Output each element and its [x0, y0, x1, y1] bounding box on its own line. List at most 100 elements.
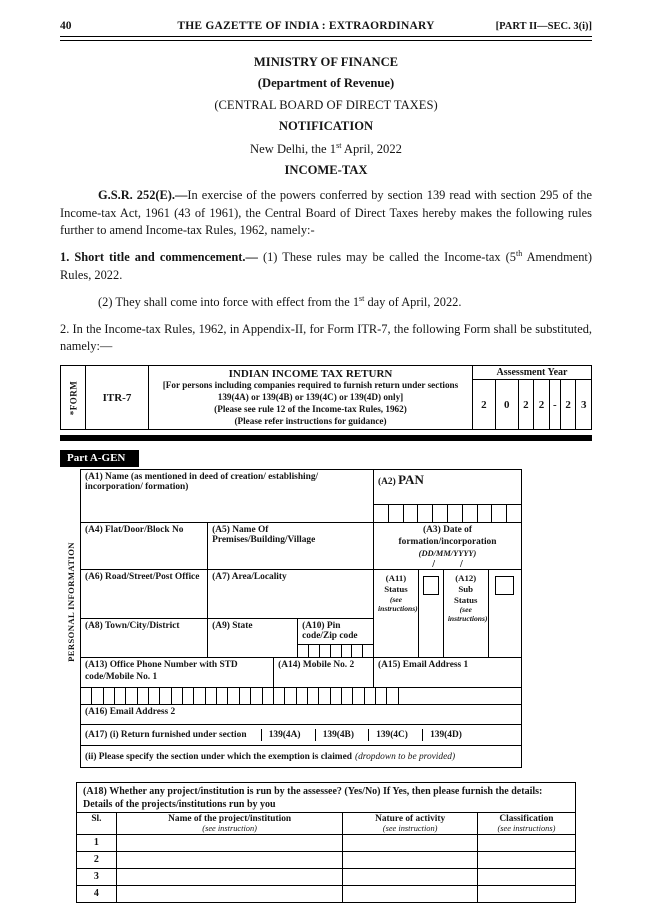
character-box	[251, 688, 263, 705]
a11-instructions-note: (see instructions)	[378, 594, 418, 613]
table-row: 2	[77, 852, 575, 870]
empty-cell	[343, 869, 478, 886]
character-box	[463, 505, 478, 523]
character-box	[352, 645, 364, 658]
option-separator	[367, 729, 370, 742]
substatus-checkbox	[495, 576, 515, 596]
field-a17-return-section: (A17) (i) Return furnished under section…	[81, 725, 521, 747]
part-a-gen-label: Part A-GEN	[60, 450, 140, 468]
character-box	[342, 645, 353, 658]
empty-cell	[478, 835, 575, 851]
form-vertical-label: *FORM	[68, 380, 78, 416]
character-box	[115, 688, 127, 705]
character-box	[297, 688, 308, 705]
rule2-paragraph: 2. In the Income-tax Rules, 1962, in App…	[60, 321, 592, 354]
column-classification: Classification (see instructions)	[497, 814, 556, 834]
header-double-rule	[60, 36, 592, 41]
part-section-ref: [PART II—SEC. 3(i)]	[495, 21, 592, 32]
character-box	[433, 505, 449, 523]
character-box	[104, 688, 116, 705]
field-a13-phone: (A13) Office Phone Number with STD code/…	[81, 658, 275, 688]
empty-cell	[343, 835, 478, 852]
column-nature-activity: Nature of activity (see instruction)	[343, 813, 478, 835]
field-a10-pincode: (A10) Pin code/Zip code	[298, 619, 375, 658]
character-box	[274, 688, 286, 705]
character-box	[374, 505, 389, 523]
empty-cell	[117, 852, 344, 869]
character-box	[206, 688, 218, 705]
field-a7-area: (A7) Area/Locality	[208, 570, 375, 619]
option-139-4c: 139(4C)	[376, 730, 408, 741]
pin-code-boxes	[298, 644, 374, 658]
a12-instructions-note: (see instructions)	[447, 605, 488, 624]
character-box	[228, 688, 240, 705]
a18-projects-table: (A18) Whether any project/institution is…	[76, 782, 576, 904]
rule1-paragraph: 1. Short title and commencement.— (1) Th…	[60, 249, 592, 282]
character-box	[478, 505, 493, 523]
character-box	[492, 505, 508, 523]
character-box	[298, 645, 309, 658]
row-number: 1	[77, 835, 117, 852]
empty-cell	[478, 852, 575, 868]
option-139-4a: 139(4A)	[268, 730, 301, 741]
ay-digit: 0	[496, 380, 519, 430]
field-a17-ii-exemption: (ii) Please specify the section under wh…	[85, 751, 456, 762]
notification-heading: NOTIFICATION	[278, 119, 374, 134]
page-number: 40	[60, 20, 72, 32]
date-format-hint: (DD/MM/YYYY)	[418, 548, 477, 558]
character-box	[138, 688, 150, 705]
board-heading: (CENTRAL BOARD OF DIRECT TAXES)	[214, 97, 438, 112]
row-number: 2	[77, 852, 117, 869]
field-a16-email2: (A16) Email Address 2	[85, 707, 176, 718]
form-header-table: *FORM ITR-7 INDIAN INCOME TAX RETURN [Fo…	[60, 365, 592, 431]
form-title: INDIAN INCOME TAX RETURN	[228, 368, 393, 381]
field-a4-flat: (A4) Flat/Door/Block No	[81, 523, 209, 570]
character-box	[160, 688, 172, 705]
table-row: 4	[77, 886, 575, 903]
character-box	[149, 688, 161, 705]
character-box	[309, 645, 320, 658]
character-box	[376, 688, 388, 705]
section-divider-bar	[60, 435, 592, 442]
field-a11-status: (A11) Status (see instructions)	[374, 570, 419, 658]
character-box	[342, 688, 354, 705]
character-box	[331, 645, 342, 658]
character-box	[363, 645, 373, 657]
character-box	[263, 688, 274, 705]
option-139-4b: 139(4B)	[322, 730, 354, 741]
row-number: 3	[77, 869, 117, 886]
column-project-name: Name of the project/institution (see inst…	[117, 813, 344, 835]
field-a15-email1: (A15) Email Address 1	[378, 660, 469, 671]
personal-information-side-label: PERSONAL INFORMATION	[66, 542, 76, 663]
character-box	[126, 688, 138, 705]
option-139-4d: 139(4D)	[430, 730, 462, 741]
character-box	[365, 688, 376, 705]
option-separator	[421, 729, 424, 742]
a18-heading: (A18) Whether any project/institution is…	[77, 783, 575, 812]
ay-digit: 2	[473, 380, 496, 430]
field-a8-town: (A8) Town/City/District	[81, 619, 209, 658]
character-box	[448, 505, 463, 523]
option-separator	[314, 729, 316, 742]
date-slashes: / /	[432, 559, 463, 571]
assessment-year-label: Assessment Year	[473, 366, 591, 381]
character-box	[404, 505, 419, 523]
a18-subheading: Details of the projects/institutions run…	[83, 799, 276, 811]
character-box	[217, 688, 229, 705]
field-a12-substatus: (A12) Sub Status (see instructions)	[444, 570, 489, 658]
character-box	[389, 505, 404, 523]
option-separator	[260, 729, 262, 742]
empty-cell	[343, 886, 478, 903]
form-subtitle: [For persons including companies require…	[162, 380, 459, 403]
character-box	[320, 645, 331, 658]
form-rule-ref: (Please see rule 12 of the Income-tax Ru…	[214, 403, 407, 414]
column-sl: Sl.	[77, 813, 117, 835]
dateline: New Delhi, the 1st April, 2022	[250, 140, 402, 156]
ministry-heading: MINISTRY OF FINANCE	[253, 54, 399, 69]
a11-status-box-cell	[419, 570, 444, 658]
empty-cell	[117, 886, 344, 903]
gazette-title: THE GAZETTE OF INDIA : EXTRAORDINARY	[177, 20, 435, 32]
ay-digit: 2	[534, 380, 550, 430]
empty-cell	[117, 869, 344, 886]
